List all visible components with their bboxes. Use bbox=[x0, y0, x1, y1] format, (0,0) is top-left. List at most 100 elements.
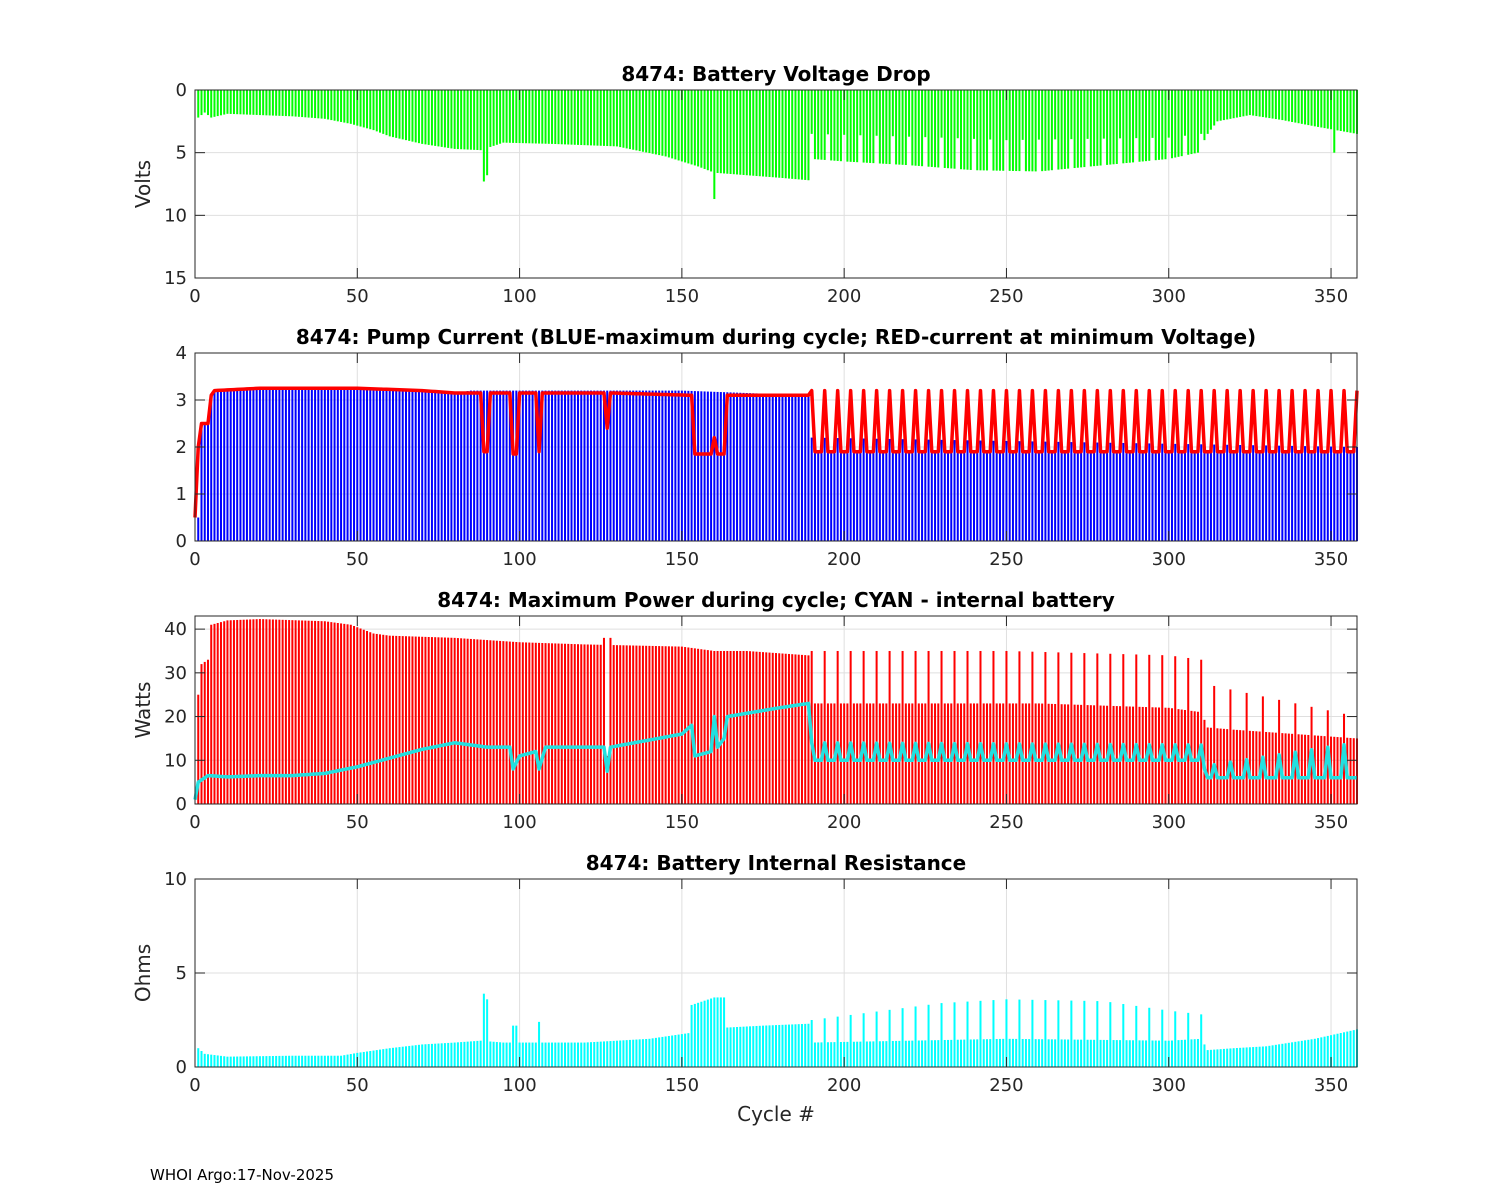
bar bbox=[1041, 451, 1044, 541]
bar bbox=[560, 90, 563, 145]
bar bbox=[901, 90, 904, 165]
bar bbox=[573, 1042, 576, 1067]
bar bbox=[924, 1040, 927, 1067]
bar bbox=[463, 638, 466, 804]
bar bbox=[917, 1040, 920, 1067]
bar bbox=[706, 90, 709, 171]
bar bbox=[1271, 732, 1274, 804]
bar bbox=[258, 1056, 261, 1067]
bar bbox=[930, 451, 933, 541]
bar bbox=[609, 1041, 612, 1067]
bar bbox=[839, 1042, 842, 1067]
bar bbox=[1229, 689, 1232, 804]
bar bbox=[687, 1033, 690, 1067]
bar bbox=[460, 90, 463, 150]
bar bbox=[979, 650, 982, 804]
bar bbox=[427, 391, 430, 541]
bar bbox=[1093, 451, 1096, 541]
bar bbox=[641, 390, 644, 541]
bar bbox=[379, 389, 382, 541]
bar bbox=[635, 90, 638, 151]
bar bbox=[781, 653, 784, 804]
bar bbox=[515, 90, 518, 143]
bar bbox=[589, 644, 592, 804]
bar bbox=[486, 999, 489, 1067]
bar bbox=[404, 390, 407, 541]
bar bbox=[755, 651, 758, 804]
bar bbox=[1187, 90, 1190, 155]
x-tick-label: 300 bbox=[1152, 549, 1186, 570]
bar bbox=[1109, 653, 1112, 804]
y-axis-label: Volts bbox=[131, 160, 155, 208]
bar bbox=[492, 640, 495, 804]
bar bbox=[1209, 451, 1212, 541]
bar bbox=[963, 1039, 966, 1067]
bar bbox=[778, 394, 781, 541]
bar bbox=[625, 90, 628, 149]
bar bbox=[525, 390, 528, 541]
bar bbox=[723, 392, 726, 541]
bar bbox=[641, 90, 644, 152]
bar-series bbox=[197, 90, 1358, 200]
bar bbox=[878, 451, 881, 541]
bar bbox=[531, 390, 534, 541]
bar bbox=[1278, 90, 1281, 120]
bar bbox=[275, 388, 278, 541]
bar bbox=[1226, 1048, 1229, 1067]
bar bbox=[911, 1040, 914, 1067]
bar bbox=[1174, 656, 1177, 804]
bar bbox=[518, 1042, 521, 1067]
x-tick-label: 150 bbox=[665, 812, 699, 833]
bar bbox=[453, 1042, 456, 1067]
bar bbox=[804, 655, 807, 804]
bar bbox=[262, 90, 265, 116]
bar bbox=[1271, 451, 1274, 541]
bar bbox=[1002, 451, 1005, 541]
y-axis-label: Watts bbox=[131, 682, 155, 739]
bar bbox=[1148, 90, 1151, 161]
bar bbox=[901, 650, 904, 804]
bar bbox=[869, 703, 872, 804]
bar bbox=[1070, 652, 1073, 804]
bar bbox=[314, 1055, 317, 1067]
bar bbox=[856, 90, 859, 163]
bar bbox=[395, 1047, 398, 1067]
bar bbox=[1346, 90, 1349, 133]
bar bbox=[1180, 1039, 1183, 1067]
bar bbox=[1154, 707, 1157, 804]
bar bbox=[781, 1024, 784, 1067]
bar bbox=[752, 1026, 755, 1067]
bar bbox=[1086, 451, 1089, 541]
bar bbox=[800, 90, 803, 180]
bar bbox=[258, 619, 261, 804]
bar bbox=[414, 390, 417, 541]
bar bbox=[333, 388, 336, 541]
bar bbox=[612, 90, 615, 147]
bar bbox=[1287, 451, 1290, 541]
bar bbox=[1018, 441, 1021, 541]
bar bbox=[1239, 90, 1242, 117]
bar bbox=[466, 90, 469, 150]
bar bbox=[1034, 1039, 1037, 1067]
bar bbox=[528, 1042, 531, 1067]
bar bbox=[473, 90, 476, 150]
bar bbox=[1102, 705, 1105, 804]
bar bbox=[567, 643, 570, 804]
bar bbox=[1024, 1039, 1027, 1067]
bar bbox=[599, 1041, 602, 1067]
bar bbox=[852, 1041, 855, 1067]
bar bbox=[736, 90, 739, 175]
bar bbox=[985, 1039, 988, 1067]
bar bbox=[1109, 90, 1112, 165]
bar bbox=[654, 646, 657, 804]
bar bbox=[736, 650, 739, 804]
bar bbox=[680, 1034, 683, 1067]
bar bbox=[1180, 451, 1183, 541]
bar bbox=[810, 90, 813, 134]
bar bbox=[729, 1027, 732, 1067]
bar bbox=[216, 390, 219, 541]
bar bbox=[278, 388, 281, 541]
bar bbox=[1183, 90, 1186, 136]
bar bbox=[651, 90, 654, 154]
bar bbox=[710, 998, 713, 1067]
